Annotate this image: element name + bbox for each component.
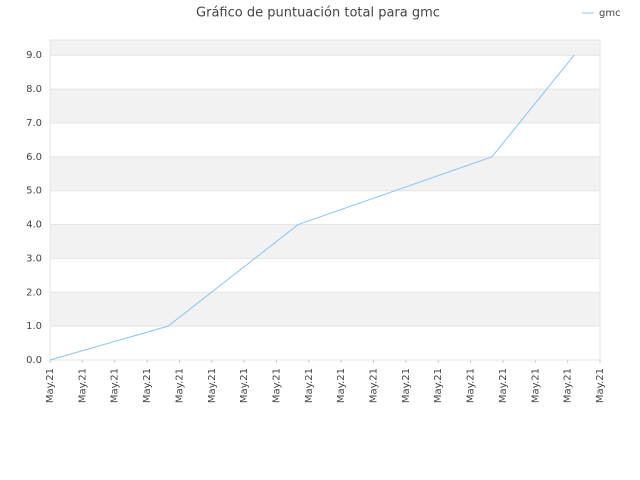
- grid-band: [50, 40, 600, 56]
- x-tick-label: May.21: [466, 368, 477, 403]
- x-tick-label: May.21: [77, 368, 88, 403]
- grid-band: [50, 224, 600, 259]
- x-tick-label: May.21: [563, 368, 574, 403]
- x-tick-label: May.21: [304, 368, 315, 403]
- y-tick-label: 7.0: [26, 118, 42, 129]
- x-tick-label: May.21: [336, 368, 347, 403]
- x-tick-label: May.21: [110, 368, 121, 403]
- x-tick-label: May.21: [174, 368, 185, 403]
- y-tick-label: 8.0: [26, 84, 42, 95]
- y-tick-label: 0.0: [26, 355, 42, 366]
- grid-band: [50, 156, 600, 191]
- x-tick-label: May.21: [207, 368, 218, 403]
- y-tick-label: 6.0: [26, 152, 42, 163]
- y-tick-label: 2.0: [26, 287, 42, 298]
- data-line: [49, 54, 575, 361]
- x-tick-label: May.21: [142, 368, 153, 403]
- grid-band: [50, 292, 600, 327]
- x-tick-label: May.21: [433, 368, 444, 403]
- y-tick-label: 3.0: [26, 253, 42, 264]
- grid-band: [50, 89, 600, 123]
- x-tick-label: May.21: [595, 368, 606, 403]
- x-tick-label: May.21: [401, 368, 412, 403]
- x-tick-label: May.21: [369, 368, 380, 403]
- x-tick-label: May.21: [271, 368, 282, 403]
- y-tick-label: 4.0: [26, 220, 42, 231]
- x-tick-label: May.21: [498, 368, 509, 403]
- x-tick-label: May.21: [530, 368, 541, 403]
- chart-title: Gráfico de puntuación total para gmc: [196, 6, 440, 21]
- x-tick-label: May.21: [239, 368, 250, 403]
- y-tick-label: 9.0: [26, 50, 42, 61]
- x-tick-label: May.21: [45, 368, 56, 403]
- y-tick-label: 5.0: [26, 186, 42, 197]
- y-tick-label: 1.0: [26, 321, 42, 332]
- legend-label: gmc: [599, 8, 621, 19]
